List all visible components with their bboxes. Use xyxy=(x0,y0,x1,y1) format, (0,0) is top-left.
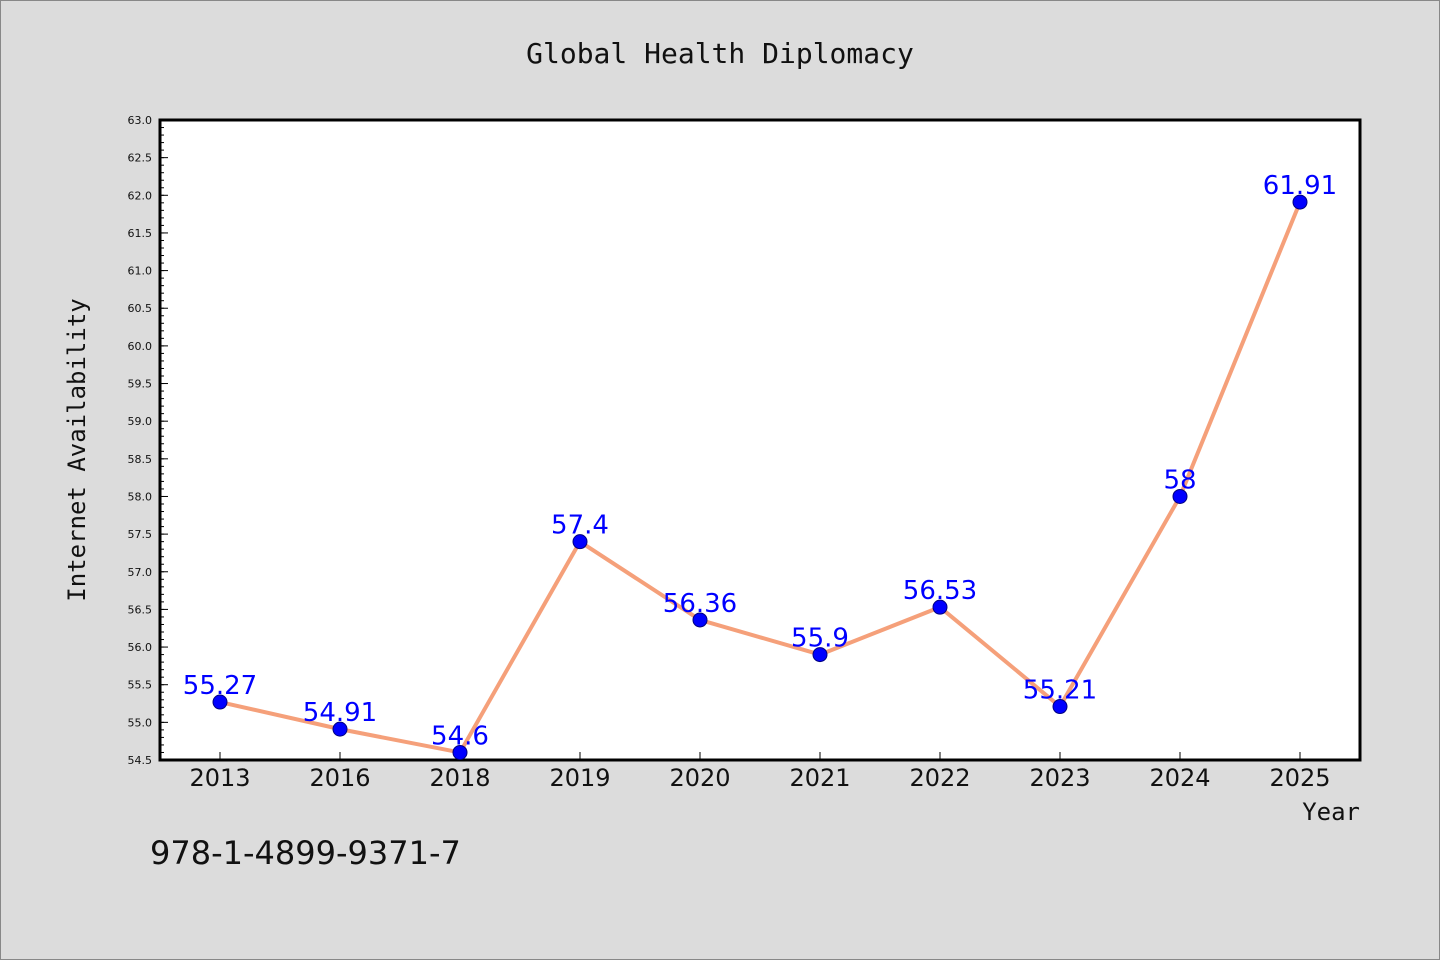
data-point xyxy=(572,534,588,550)
y-tick-label: 54.5 xyxy=(128,754,153,767)
x-tick-label: 2013 xyxy=(189,764,250,792)
y-tick-label: 58.5 xyxy=(128,453,153,466)
data-label: 58 xyxy=(1163,465,1196,495)
data-label: 55.9 xyxy=(791,624,849,654)
x-tick-label: 2022 xyxy=(909,764,970,792)
y-tick-label: 63.0 xyxy=(128,114,153,127)
y-tick-label: 56.5 xyxy=(128,603,153,616)
data-point xyxy=(212,694,228,710)
x-axis: 2013 2016 2018 2019 2020 2021 2022 2023 2024 2025 xyxy=(189,752,1331,792)
y-tick-label: 60.0 xyxy=(128,340,153,353)
chart-title: Global Health Diplomacy xyxy=(526,37,914,70)
data-labels: 55.27 54.91 54.6 57.4 56.36 55.9 56.53 55.21 58 6… xyxy=(183,171,1337,751)
x-tick-label: 2025 xyxy=(1269,764,1330,792)
y-tick-label: 56.0 xyxy=(128,641,153,654)
x-axis-label: Year xyxy=(1302,798,1360,826)
data-label: 55.27 xyxy=(183,671,257,701)
y-tick-label: 62.5 xyxy=(128,152,153,165)
x-tick-label: 2021 xyxy=(789,764,850,792)
data-label: 56.53 xyxy=(903,576,977,606)
y-tick-label: 61.0 xyxy=(128,265,153,278)
x-tick-label: 2018 xyxy=(429,764,490,792)
y-tick-label: 62.0 xyxy=(128,189,153,202)
y-tick-label: 59.0 xyxy=(128,415,153,428)
data-label: 57.4 xyxy=(551,511,609,541)
y-tick-label: 55.5 xyxy=(128,679,153,692)
data-point xyxy=(452,744,468,760)
x-tick-label: 2019 xyxy=(549,764,610,792)
isbn-footnote: 978-1-4899-9371-7 xyxy=(150,834,461,872)
y-tick-label: 58.0 xyxy=(128,490,153,503)
x-tick-label: 2016 xyxy=(309,764,370,792)
data-point xyxy=(1292,194,1308,210)
data-label: 55.21 xyxy=(1023,676,1097,706)
data-label: 54.6 xyxy=(431,721,489,751)
data-point xyxy=(932,599,948,615)
data-point xyxy=(812,647,828,663)
plot-area xyxy=(158,118,1362,762)
y-axis-label: Internet Availability xyxy=(63,298,91,601)
x-tick-label: 2023 xyxy=(1029,764,1090,792)
y-tick-label: 59.5 xyxy=(128,378,153,391)
data-label: 56.36 xyxy=(663,589,737,619)
y-axis: 54.5 55.0 55.5 56.0 56.5 57.0 57.5 58.0 58.5 59.0… xyxy=(128,114,168,767)
x-tick-label: 2020 xyxy=(669,764,730,792)
data-label: 54.91 xyxy=(303,698,377,728)
data-point xyxy=(1052,699,1068,715)
y-tick-label: 61.5 xyxy=(128,227,153,240)
data-label: 61.91 xyxy=(1263,171,1337,201)
y-tick-label: 57.5 xyxy=(128,528,153,541)
data-point xyxy=(332,721,348,737)
series-group xyxy=(212,194,1308,760)
y-tick-label: 60.5 xyxy=(128,302,153,315)
y-tick-label: 57.0 xyxy=(128,566,153,579)
series-line xyxy=(218,200,1302,755)
x-tick-label: 2024 xyxy=(1149,764,1210,792)
data-point xyxy=(1172,488,1188,504)
y-tick-label: 55.0 xyxy=(128,716,153,729)
data-point xyxy=(692,612,708,628)
